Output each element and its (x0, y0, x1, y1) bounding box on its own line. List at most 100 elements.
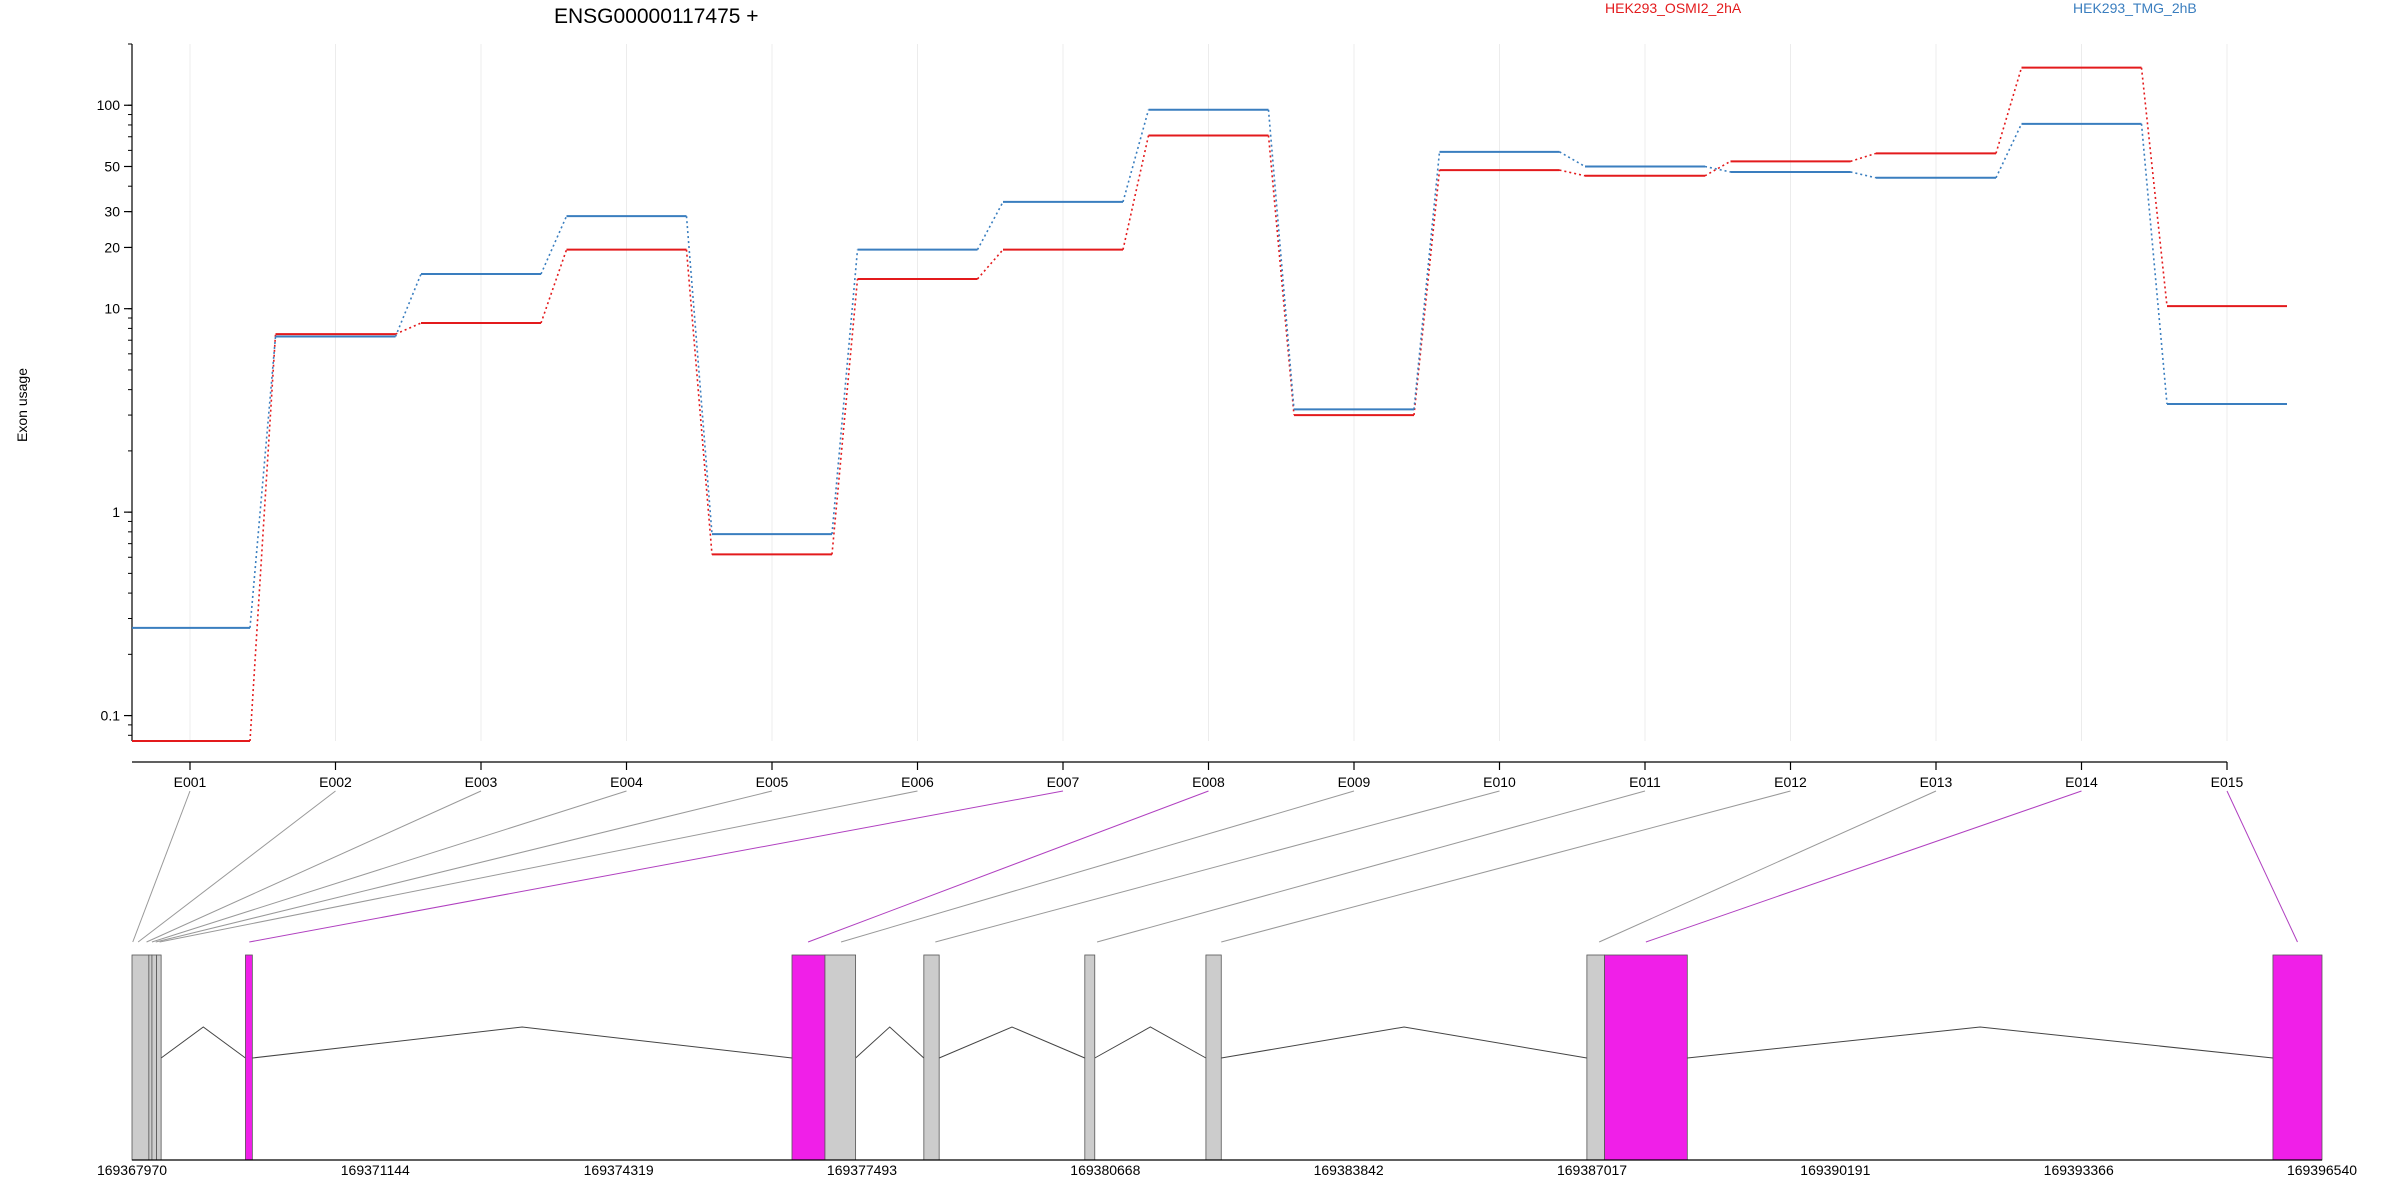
intron-connector (1094, 1026, 1207, 1059)
x-tick-label: E013 (1920, 774, 1953, 790)
y-axis-label: Exon usage (14, 368, 30, 442)
x-tick-label: E015 (2211, 774, 2244, 790)
mapping-line (807, 790, 1209, 943)
series-2-connector (1122, 109, 1150, 203)
intron-connector (855, 1026, 925, 1059)
mapping-line (2226, 790, 2298, 943)
mapping-line (151, 790, 627, 943)
series-2-connector (976, 201, 1004, 251)
y-tick-label: 10 (104, 301, 120, 317)
mapping-line (1598, 790, 1937, 943)
series-2-connector (394, 273, 422, 337)
exon-block (1586, 954, 1605, 1161)
series-1-connector (1559, 169, 1586, 177)
x-tick-label: E008 (1192, 774, 1225, 790)
series-2-connector (831, 249, 859, 535)
x-tick-label: E001 (174, 774, 207, 790)
exon-block (156, 954, 162, 1161)
mapping-line (137, 790, 336, 943)
gene-axis-label: 169380668 (1070, 1162, 1140, 1178)
y-tick-label: 50 (104, 158, 120, 174)
x-tick-label: E011 (1629, 774, 1661, 790)
series-2-connector (685, 216, 713, 535)
series-1-connector (1995, 67, 2023, 154)
mapping-line (159, 790, 918, 943)
exon-block (151, 954, 157, 1161)
series-2-connector (1559, 151, 1586, 168)
y-tick-label: 100 (97, 97, 121, 113)
chart-title: ENSG00000117475 + (554, 5, 759, 28)
gene-axis-label: 169371144 (341, 1162, 410, 1178)
series-1-connector (1704, 160, 1731, 177)
x-tick-label: E012 (1774, 774, 1807, 790)
series-2-connector (2140, 123, 2168, 405)
x-tick-label: E007 (1047, 774, 1080, 790)
gene-axis-label: 169377493 (827, 1162, 897, 1178)
exon-block (245, 954, 253, 1161)
mapping-line (146, 790, 482, 943)
gene-axis-label: 169393366 (2044, 1162, 2114, 1178)
x-tick-label: E014 (2065, 774, 2098, 790)
mapping-line (1096, 790, 1646, 943)
exon-block (791, 954, 826, 1161)
x-tick-label: E004 (610, 774, 643, 790)
gene-axis-label: 169367970 (97, 1162, 167, 1178)
series-1-connector (1850, 152, 1877, 163)
intron-connector (1687, 1026, 2273, 1059)
gene-axis-label: 169383842 (1314, 1162, 1384, 1178)
intron-connector (938, 1026, 1086, 1059)
gene-axis-label: 169374319 (584, 1162, 654, 1178)
series-1-connector (1267, 135, 1295, 416)
series-1-connector (540, 249, 568, 324)
series-1 (132, 66, 2287, 742)
exon-block (1084, 954, 1096, 1161)
axes: 0.1 1 10 20 30 50 100 E001 E002 E003 E004 E005 E006 E… (97, 43, 2244, 790)
gene-model: 169367970 169371144 169374319 169377493 1693… (97, 954, 2357, 1178)
series-1-connector (685, 249, 713, 555)
series-lines (132, 66, 2287, 742)
series-1-connector (2140, 67, 2168, 307)
exon-block (824, 954, 857, 1161)
exon-block (1205, 954, 1222, 1161)
series-1-connector (976, 249, 1004, 280)
y-tick-label: 1 (112, 504, 120, 520)
series-1-connector (249, 334, 277, 742)
legend-series-2: HEK293_TMG_2hB (2073, 0, 2197, 16)
mapping-line (1221, 790, 1791, 943)
series-2-connector (1704, 165, 1731, 173)
series-1-connector (1122, 135, 1150, 250)
exon-block (131, 954, 150, 1161)
grid-lines (189, 44, 2228, 741)
legend-series-1: HEK293_OSMI2_2hA (1605, 0, 1742, 16)
series-2-connector (249, 336, 277, 628)
series-2-connector (1995, 123, 2023, 179)
intron-connector (252, 1026, 793, 1059)
mapping-line (840, 790, 1355, 943)
exon-block (148, 954, 153, 1161)
x-tick-label: E009 (1338, 774, 1371, 790)
gene-axis-label: 169390191 (1800, 1162, 1870, 1178)
intron-connector (1221, 1026, 1587, 1059)
series-2-connector (1267, 109, 1295, 410)
exon-block (923, 954, 940, 1161)
series-2-connector (540, 215, 568, 275)
mapping-line (1645, 790, 2082, 943)
exon-block (1604, 954, 1688, 1161)
x-tick-label: E003 (465, 774, 498, 790)
x-tick-label: E006 (901, 774, 934, 790)
series-1-connector (831, 278, 859, 555)
mapping-line (155, 790, 773, 943)
mapping-line (249, 790, 1064, 943)
y-tick-label: 0.1 (101, 708, 121, 724)
y-tick-label: 30 (104, 204, 120, 220)
series-2-connector (1413, 151, 1441, 410)
x-tick-label: E005 (756, 774, 789, 790)
series-2 (132, 108, 2287, 629)
exon-block (2272, 954, 2323, 1161)
x-tick-label: E002 (319, 774, 352, 790)
exon-mapping-lines (132, 790, 2298, 943)
series-2-connector (1850, 171, 1877, 179)
gene-axis-label: 169387017 (1557, 1162, 1627, 1178)
mapping-line (935, 790, 1500, 943)
